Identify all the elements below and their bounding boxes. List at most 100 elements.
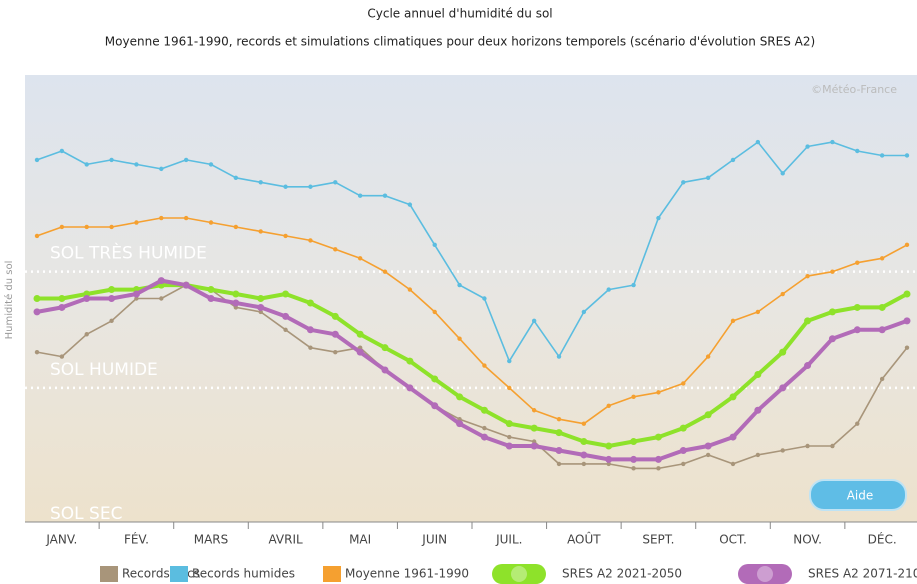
data-point [656, 215, 661, 221]
data-point [681, 461, 686, 467]
data-point [432, 242, 437, 248]
data-point [556, 461, 562, 467]
data-point [258, 309, 263, 315]
data-point [406, 384, 414, 392]
data-point [705, 354, 711, 359]
data-point [58, 295, 66, 302]
help-button[interactable] [809, 479, 907, 511]
data-point [183, 215, 189, 221]
data-point [581, 309, 587, 315]
data-point [159, 296, 164, 301]
data-point [581, 461, 587, 467]
data-point [780, 171, 785, 176]
data-point [530, 442, 538, 450]
data-point [754, 406, 762, 414]
data-point [531, 408, 537, 413]
data-point [333, 349, 338, 355]
data-point [556, 416, 562, 422]
legend-label: Records humides [192, 567, 295, 581]
data-point [357, 193, 363, 198]
data-point [903, 317, 911, 325]
data-point [331, 330, 339, 338]
data-point [556, 354, 562, 359]
legend-toggle-knob [757, 566, 773, 582]
data-point [581, 421, 587, 426]
data-point [134, 162, 139, 167]
data-point [159, 215, 164, 221]
data-point [630, 438, 638, 446]
data-point [33, 295, 41, 302]
x-tick-label: FÉV. [124, 532, 149, 547]
legend-label: Moyenne 1961-1990 [345, 567, 469, 581]
data-point [457, 336, 462, 341]
data-point [109, 224, 114, 230]
data-point [132, 290, 140, 298]
data-point [780, 291, 785, 297]
data-point [306, 326, 314, 334]
data-point [456, 393, 464, 401]
data-point [904, 345, 910, 350]
data-point [482, 363, 487, 368]
data-point [878, 303, 886, 311]
data-point [159, 166, 164, 172]
legend-label: SRES A2 2021-2050 [562, 567, 682, 581]
x-tick-label: JUIN [421, 533, 447, 547]
data-point [828, 308, 836, 316]
data-point [605, 442, 613, 450]
data-point [656, 390, 661, 395]
data-point [730, 157, 736, 163]
data-point [904, 242, 910, 248]
data-point [283, 327, 288, 332]
data-point [580, 451, 588, 459]
data-point [58, 303, 66, 311]
data-point [382, 193, 388, 198]
data-point [855, 260, 860, 265]
data-point [805, 144, 810, 149]
data-point [755, 139, 761, 145]
zone-label: SOL SEC [50, 504, 122, 524]
data-point [157, 277, 165, 285]
data-point [853, 326, 861, 334]
legend-toggle[interactable] [492, 564, 546, 584]
data-point [704, 411, 712, 419]
data-point [34, 233, 40, 239]
data-point [308, 184, 313, 189]
data-point [555, 429, 563, 437]
data-point [482, 296, 487, 301]
data-point [507, 385, 512, 391]
data-point [109, 157, 114, 163]
data-point [754, 370, 762, 378]
data-point [830, 443, 835, 449]
x-tick-label: OCT. [719, 533, 747, 547]
data-point [606, 461, 611, 467]
data-point [84, 332, 89, 337]
data-point [208, 162, 214, 167]
data-point [258, 229, 263, 234]
data-point [308, 238, 313, 243]
data-point [830, 269, 835, 274]
data-point [679, 424, 687, 432]
data-point [59, 354, 65, 359]
data-point [804, 362, 812, 370]
data-point [679, 446, 687, 454]
data-point [853, 303, 861, 311]
data-point [381, 366, 389, 374]
chart-title: Cycle annuel d'humidité du sol [367, 7, 552, 21]
data-point [109, 318, 114, 324]
data-point [779, 384, 787, 392]
zone-label: SOL HUMIDE [50, 360, 158, 380]
legend-toggle[interactable] [738, 564, 792, 584]
data-point [755, 309, 761, 315]
help-button-label[interactable]: Aide [847, 489, 874, 503]
data-point [705, 175, 711, 181]
series-line [36, 284, 908, 470]
data-point [631, 466, 636, 471]
data-point [456, 420, 464, 428]
data-point [530, 424, 538, 432]
data-point [507, 434, 512, 440]
data-point [258, 180, 263, 185]
data-point [357, 256, 363, 261]
data-point [505, 420, 513, 428]
data-point [59, 148, 65, 154]
x-tick-label: DÉC. [868, 532, 897, 547]
